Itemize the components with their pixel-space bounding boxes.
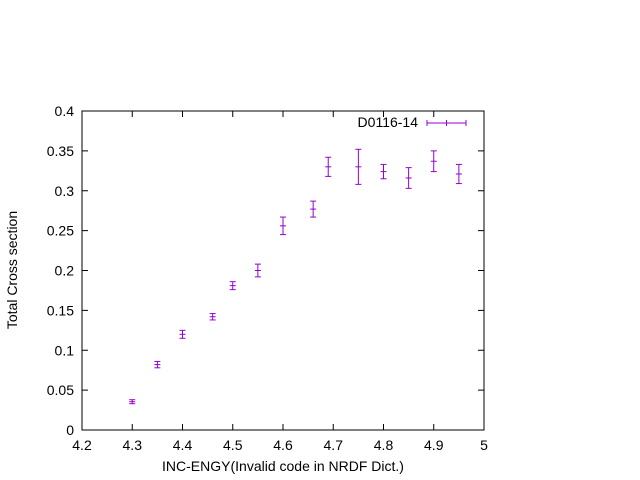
y-tick-label: 0.2 <box>55 263 75 279</box>
legend-label: D0116-14 <box>358 114 419 130</box>
axes <box>81 110 485 431</box>
x-tick-label: 4.9 <box>424 437 444 453</box>
data-point <box>154 360 161 369</box>
y-tick-label: 0.1 <box>55 342 75 358</box>
data-point <box>325 156 332 177</box>
x-tick-label: 4.8 <box>374 437 394 453</box>
x-axis-label: INC-ENGY(Invalid code in NRDF Dict.) <box>162 458 404 474</box>
data-point <box>455 163 462 185</box>
data-point <box>380 163 387 180</box>
plot-frame <box>81 110 485 431</box>
data-point <box>254 263 261 278</box>
y-axis-label: Total Cross section <box>4 211 20 329</box>
y-tick-label: 0.05 <box>47 382 74 398</box>
data-point <box>179 329 186 339</box>
x-ticks: 4.2 4.3 4.4 4.5 4.6 4.7 4.8 4.9 5 <box>72 111 488 453</box>
y-tick-label: 0.25 <box>47 223 74 239</box>
data-point <box>280 216 286 236</box>
data-point <box>209 313 216 321</box>
data-point <box>430 150 437 173</box>
y-ticks: 0 0.05 0.1 0.15 0.2 0.25 0.3 0.35 0.4 <box>47 103 484 438</box>
y-tick-label: 0.3 <box>55 183 75 199</box>
data-point <box>405 167 412 189</box>
y-tick-label: 0 <box>66 422 74 438</box>
x-tick-label: 4.2 <box>72 437 92 453</box>
x-tick-label: 4.5 <box>223 437 243 453</box>
y-tick-label: 0.4 <box>55 103 75 119</box>
x-tick-label: 4.3 <box>123 437 143 453</box>
x-tick-label: 4.6 <box>273 437 293 453</box>
x-tick-label: 4.4 <box>173 437 193 453</box>
data-point <box>310 200 317 218</box>
x-tick-label: 4.7 <box>324 437 344 453</box>
y-tick-label: 0.15 <box>47 302 74 318</box>
x-tick-label: 5 <box>480 437 488 453</box>
data-point <box>229 281 236 291</box>
data-points <box>129 148 462 405</box>
data-point <box>129 399 136 405</box>
legend: D0116-14 <box>358 114 467 130</box>
data-point <box>355 148 362 185</box>
y-tick-label: 0.35 <box>47 143 74 159</box>
